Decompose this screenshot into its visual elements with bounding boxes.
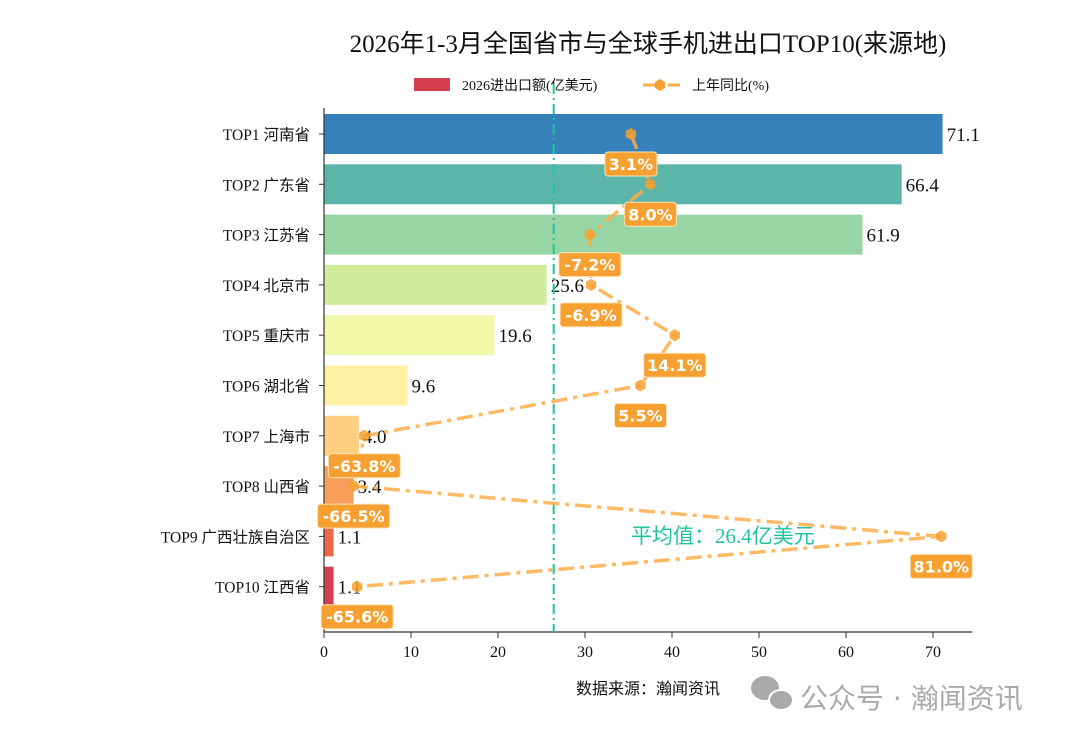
yoy-label: -6.9% — [566, 306, 617, 325]
yoy-label: 5.5% — [618, 407, 662, 426]
bar — [324, 566, 334, 607]
yoy-label: 14.1% — [647, 356, 703, 375]
bar-value-label: 25.6 — [551, 276, 584, 297]
watermark: 公众号 · 瀚闻资讯 — [800, 682, 1023, 715]
bar — [324, 516, 334, 557]
yoy-label: -63.8% — [333, 457, 395, 476]
yoy-label-box — [623, 201, 677, 227]
yoy-label-box — [643, 352, 707, 378]
bar — [324, 415, 359, 456]
x-tick-label: 70 — [925, 644, 941, 661]
y-tick-label: TOP8 山西省 — [223, 478, 310, 496]
yoy-label-box — [317, 503, 391, 529]
legend-line-label: 上年同比(%) — [692, 78, 769, 94]
yoy-label: -66.5% — [323, 507, 385, 526]
legend: 2026进出口额(亿美元) 上年同比(%) — [414, 78, 769, 94]
yoy-point — [584, 228, 596, 241]
yoy-point — [936, 530, 947, 543]
yoy-label-box — [604, 151, 658, 177]
x-tick-label: 30 — [577, 644, 593, 661]
wechat-icon — [751, 676, 794, 711]
yoy-label: 3.1% — [609, 155, 653, 174]
yoy-point — [635, 379, 646, 392]
y-tick-label: TOP1 河南省 — [223, 126, 310, 144]
y-tick-label: TOP3 江苏省 — [223, 227, 310, 245]
y-tick-label: TOP2 广东省 — [223, 176, 310, 194]
legend-bar-swatch — [414, 78, 450, 91]
yoy-point — [585, 278, 597, 291]
yoy-point — [352, 580, 363, 593]
yoy-label: 8.0% — [628, 205, 672, 224]
yoy-point — [359, 429, 370, 442]
yoy-point — [645, 178, 656, 191]
x-tick-label: 20 — [490, 644, 506, 661]
yoy-point — [625, 128, 637, 140]
x-tick-label: 0 — [320, 644, 328, 661]
yoy-label-box — [327, 453, 401, 479]
yoy-label: 81.0% — [914, 557, 970, 576]
bar — [324, 365, 408, 406]
bar — [324, 315, 495, 356]
y-tick-label: TOP10 江西省 — [215, 579, 310, 597]
bar-value-label: 61.9 — [867, 226, 900, 247]
bar-value-label: 4.0 — [363, 427, 387, 448]
yoy-label: -7.2% — [564, 256, 615, 275]
x-tick-label: 50 — [751, 644, 767, 661]
y-tick-label: TOP9 广西壮族自治区 — [161, 528, 310, 546]
x-tick-label: 40 — [664, 644, 680, 661]
bar-value-label: 9.6 — [412, 377, 436, 398]
bar-value-label: 1.1 — [338, 527, 362, 548]
chart-title: 2026年1-3月全国省市与全球手机进出口TOP10(来源地) — [350, 30, 947, 58]
legend-line-marker — [655, 79, 665, 91]
bar-value-label: 19.6 — [499, 326, 532, 347]
yoy-point — [348, 480, 359, 493]
bar-value-label: 3.4 — [358, 477, 382, 498]
yoy-label-box — [559, 302, 623, 328]
bar-value-label: 71.1 — [947, 125, 980, 146]
y-tick-label: TOP6 湖北省 — [223, 378, 310, 396]
x-tick-label: 60 — [838, 644, 854, 661]
bar — [324, 264, 547, 305]
legend-bar-label: 2026进出口额(亿美元) — [462, 78, 598, 94]
y-tick-label: TOP4 北京市 — [223, 277, 310, 295]
y-tick-label: TOP7 上海市 — [223, 428, 310, 446]
yoy-label-box — [909, 553, 973, 579]
yoy-label: -65.6% — [326, 608, 388, 627]
source-note: 数据来源：瀚闻资讯 — [576, 680, 720, 698]
yoy-point — [669, 329, 680, 342]
x-tick-label: 10 — [403, 644, 419, 661]
bar-value-label: 66.4 — [906, 175, 940, 196]
yoy-label-box — [320, 604, 394, 630]
mean-line-label: 平均值：26.4亿美元 — [631, 524, 815, 548]
yoy-label-box — [613, 403, 667, 428]
yoy-label-box — [558, 252, 622, 278]
y-tick-label: TOP5 重庆市 — [223, 327, 310, 345]
